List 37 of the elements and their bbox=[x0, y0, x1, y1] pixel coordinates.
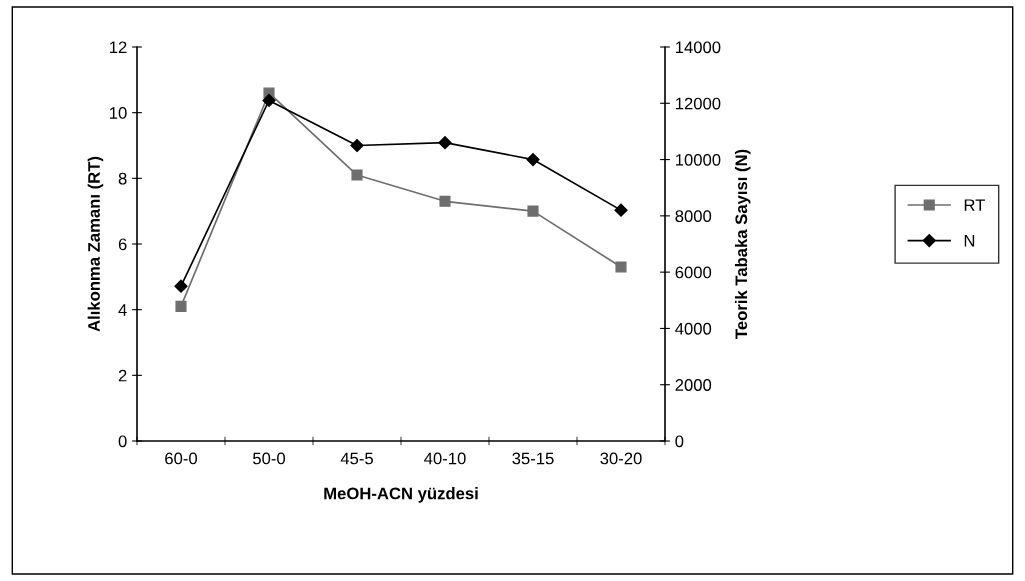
y2-tick-label: 4000 bbox=[675, 322, 712, 335]
point bbox=[351, 169, 363, 181]
y2-tick-label: 6000 bbox=[675, 266, 712, 279]
y-axis-title: Alıkonma Zamanı (RT) bbox=[87, 156, 104, 332]
x-tick-label: 50-0 bbox=[252, 452, 286, 465]
point bbox=[439, 195, 451, 207]
legend-label: RT bbox=[964, 199, 985, 211]
x-tick-label: 45-5 bbox=[340, 452, 373, 465]
y-tick-label: 12 bbox=[110, 41, 127, 54]
y-tick-label: 8 bbox=[118, 172, 127, 185]
point bbox=[527, 205, 539, 217]
x-tick-label: 30-20 bbox=[600, 452, 642, 465]
point bbox=[526, 152, 540, 167]
y2-tick-label: 0 bbox=[675, 435, 684, 448]
point bbox=[262, 93, 276, 108]
y2-tick-label: 8000 bbox=[675, 210, 712, 223]
x-tick-label: 40-10 bbox=[424, 452, 466, 465]
point bbox=[174, 279, 188, 293]
x-tick-label: 35-15 bbox=[512, 452, 554, 465]
y2-tick-label: 2000 bbox=[675, 379, 712, 391]
y-tick-label: 2 bbox=[118, 369, 127, 382]
y2-tick-label: 10000 bbox=[675, 153, 721, 166]
legend-label: N bbox=[964, 234, 975, 247]
y-tick-label: 4 bbox=[118, 304, 127, 316]
y2-axis-title: Teorik Tabaka Sayısı (N) bbox=[734, 149, 751, 339]
y-tick-label: 0 bbox=[118, 435, 127, 448]
point bbox=[615, 261, 627, 273]
x-axis-title: MeOH-ACN yüzdesi bbox=[324, 487, 478, 503]
y-tick-label: 10 bbox=[110, 107, 127, 119]
y2-tick-label: 14000 bbox=[675, 41, 721, 54]
x-tick-label: 60-0 bbox=[165, 452, 198, 465]
point bbox=[175, 300, 187, 312]
y-tick-label: 6 bbox=[118, 238, 127, 251]
point bbox=[614, 203, 628, 217]
y2-tick-label: 12000 bbox=[675, 97, 721, 110]
point bbox=[350, 138, 364, 153]
point bbox=[438, 136, 452, 150]
